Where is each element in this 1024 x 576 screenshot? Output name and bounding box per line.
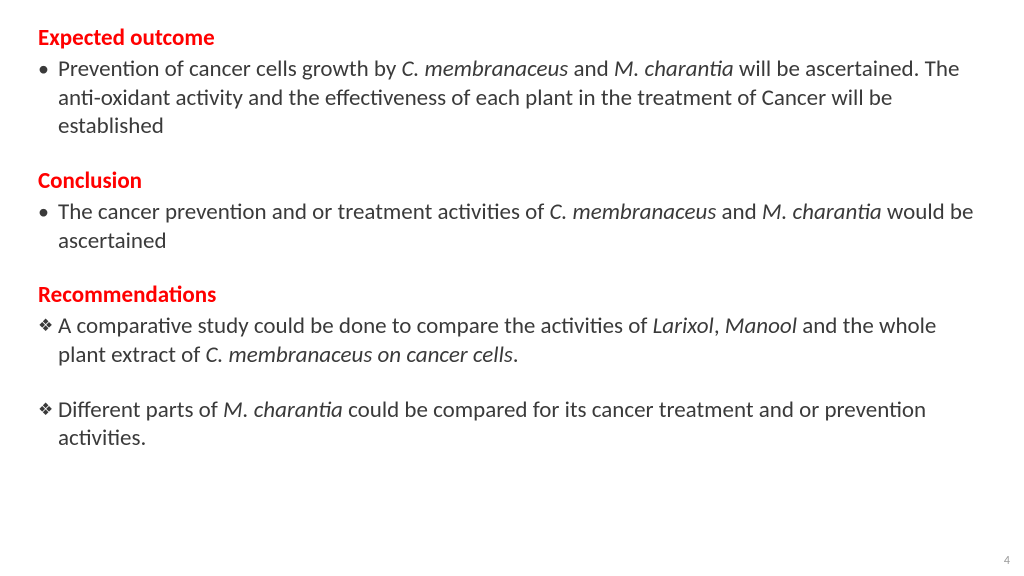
- section: Recommendations❖A comparative study coul…: [38, 281, 986, 453]
- bullet-item: •The cancer prevention and or treatment …: [38, 198, 986, 256]
- text-run: M. charantia: [762, 198, 887, 226]
- text-run: M. charantia: [223, 396, 348, 424]
- dot-bullet-icon: •: [38, 55, 58, 83]
- text-run: ,: [714, 312, 725, 340]
- section-heading: Expected outcome: [38, 24, 986, 53]
- slide-content: Expected outcome•Prevention of cancer ce…: [38, 24, 986, 453]
- diamond-bullet-icon: ❖: [38, 396, 58, 420]
- dot-bullet-icon: •: [38, 198, 58, 226]
- text-run: Different parts of: [58, 396, 223, 424]
- text-run: M. charantia: [614, 55, 739, 83]
- text-run: The cancer prevention and or treatment a…: [58, 198, 550, 226]
- text-run: C. membranaceus: [402, 55, 574, 83]
- text-run: A comparative study could be done to com…: [58, 312, 653, 340]
- text-run: .: [513, 341, 519, 369]
- text-run: Manool: [725, 312, 802, 340]
- text-run: and: [573, 55, 613, 83]
- section: Conclusion•The cancer prevention and or …: [38, 167, 986, 255]
- bullet-text: A comparative study could be done to com…: [58, 312, 986, 370]
- bullet-item: ❖A comparative study could be done to co…: [38, 312, 986, 370]
- bullet-text: Different parts of M. charantia could be…: [58, 396, 986, 454]
- page-number: 4: [1004, 554, 1010, 568]
- bullet-text: Prevention of cancer cells growth by C. …: [58, 55, 986, 141]
- section-heading: Conclusion: [38, 167, 986, 196]
- text-run: and: [721, 198, 761, 226]
- text-run: Prevention of cancer cells growth by: [58, 55, 402, 83]
- text-run: C. membranaceus on cancer cells: [206, 341, 513, 369]
- text-run: Larixol: [653, 312, 714, 340]
- diamond-bullet-icon: ❖: [38, 312, 58, 336]
- text-run: C. membranaceus: [550, 198, 722, 226]
- bullet-item: •Prevention of cancer cells growth by C.…: [38, 55, 986, 141]
- bullet-item: ❖Different parts of M. charantia could b…: [38, 396, 986, 454]
- bullet-text: The cancer prevention and or treatment a…: [58, 198, 986, 256]
- section-heading: Recommendations: [38, 281, 986, 310]
- section: Expected outcome•Prevention of cancer ce…: [38, 24, 986, 141]
